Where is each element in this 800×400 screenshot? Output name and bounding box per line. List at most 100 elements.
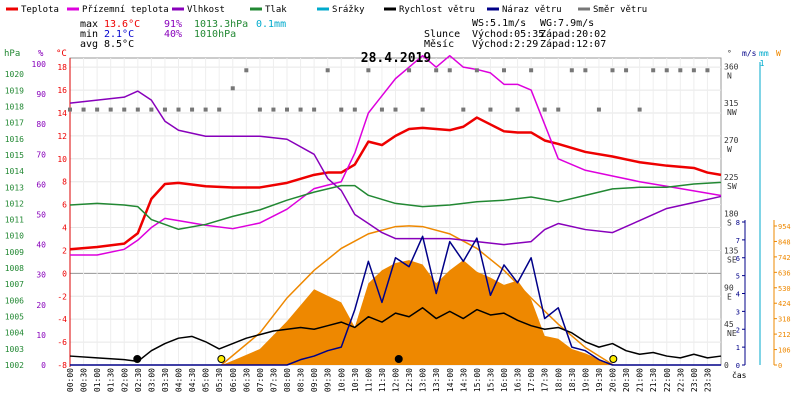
tick-label-x: 19:00 xyxy=(581,368,590,392)
tick-label-dir-compass: SW xyxy=(727,182,737,191)
tick-label-dir: 90 xyxy=(724,283,734,292)
stats-max-humidity: 91% xyxy=(164,19,182,30)
series-4 xyxy=(69,181,722,231)
series-5 xyxy=(69,307,722,363)
wind-direction-point xyxy=(366,68,371,73)
wind-direction-point xyxy=(108,107,113,112)
tick-label-w: 742 xyxy=(778,254,791,262)
tick-label-w: 106 xyxy=(778,347,791,355)
wind-direction-point xyxy=(515,107,520,112)
series-solar-theoretical xyxy=(220,225,614,366)
tick-label-x: 13:30 xyxy=(432,368,441,392)
tick-label-pct: 100 xyxy=(32,60,47,69)
wind-direction-point xyxy=(583,68,588,73)
legend-item: Přízemní teplota xyxy=(67,5,169,15)
tick-label-x: 16:00 xyxy=(500,368,509,392)
wind-direction-point xyxy=(325,68,330,73)
tick-label-hpa: 1009 xyxy=(5,248,24,257)
tick-label-dir-compass: W xyxy=(727,145,732,154)
header-stats: max 13.6°C 91% 1013.3hPa 0.1mm min 2.1°C… xyxy=(80,18,606,50)
tick-label-ms: 4 xyxy=(736,291,740,299)
tick-label-c: 0 xyxy=(62,269,67,278)
tick-label-hpa: 1002 xyxy=(5,361,24,370)
tick-label-hpa: 1011 xyxy=(5,216,24,225)
tick-label-hpa: 1010 xyxy=(5,232,24,241)
wind-direction-point xyxy=(637,107,642,112)
tick-label-dir: 45 xyxy=(724,320,734,329)
tick-label-ms: 7 xyxy=(736,237,740,245)
axis-unit-hpa: hPa xyxy=(4,49,20,59)
tick-label-pct: 20 xyxy=(36,301,46,310)
tick-label-x: 15:00 xyxy=(473,368,482,392)
wind-direction-point xyxy=(95,107,100,112)
axes: hPa% °C1020101910181017101610151014101310… xyxy=(4,49,791,392)
stats-min-pressure: 1010hPa xyxy=(194,29,236,40)
series-3 xyxy=(69,90,722,246)
tick-label-c: 18 xyxy=(57,63,67,72)
axis-unit-pct: % xyxy=(38,49,44,59)
wind-direction-point xyxy=(556,107,561,112)
tick-label-x: 18:30 xyxy=(568,368,577,392)
tick-label-w: 848 xyxy=(778,238,791,246)
tick-label-x: 21:30 xyxy=(649,368,658,392)
wind-direction-point xyxy=(502,68,506,73)
plot-series xyxy=(68,54,722,366)
tick-label-x: 23:00 xyxy=(690,368,699,392)
wind-direction-point xyxy=(271,107,276,112)
wind-direction-point xyxy=(68,107,72,112)
tick-label-ms: 3 xyxy=(736,308,740,316)
stats-max-pressure: 1013.3hPa xyxy=(194,19,248,30)
tick-label-hpa: 1018 xyxy=(5,102,24,111)
tick-label-x: 08:00 xyxy=(283,368,292,392)
tick-label-hpa: 1005 xyxy=(5,313,24,322)
legend-item: Náraz větru xyxy=(487,5,562,15)
legend-item: Srážky xyxy=(317,5,365,15)
legend-item: Teplota xyxy=(6,5,59,15)
wind-direction-point xyxy=(298,107,303,112)
chart-legend: Teplota Přízemní teplota Vlhkost Tlak Srážky… xyxy=(6,5,647,15)
series-2 xyxy=(70,54,722,256)
chart-title: 28.4.2019 xyxy=(361,51,431,66)
tick-label-x: 05:30 xyxy=(215,368,224,392)
tick-label-pct: 10 xyxy=(36,331,46,340)
tick-label-ms: 0 xyxy=(736,362,740,370)
x-axis-label: čas xyxy=(732,370,747,380)
tick-label-mm: 1 xyxy=(760,59,765,68)
legend-label: Rychlost větru xyxy=(399,5,475,15)
tick-label-w: 530 xyxy=(778,285,791,293)
legend-item: Směr větru xyxy=(578,5,647,15)
tick-label-hpa: 1012 xyxy=(5,199,24,208)
wind-direction-point xyxy=(474,68,479,73)
moon-set: Západ:12:07 xyxy=(540,38,606,50)
tick-label-dir: 270 xyxy=(724,136,739,145)
tick-label-c: 16 xyxy=(57,86,67,95)
wind-speed-info: WS:5.1m/s xyxy=(472,18,526,29)
tick-label-hpa: 1007 xyxy=(5,280,24,289)
tick-label-pct: 70 xyxy=(36,150,46,159)
tick-label-x: 23:30 xyxy=(703,368,712,392)
tick-label-hpa: 1006 xyxy=(5,296,24,305)
tick-label-hpa: 1014 xyxy=(5,167,24,176)
tick-label-pct: 90 xyxy=(36,90,46,99)
tick-label-x: 17:30 xyxy=(541,368,550,392)
tick-label-c: -2 xyxy=(57,292,67,301)
legend-label: Náraz větru xyxy=(502,5,562,15)
tick-label-ms: 5 xyxy=(736,273,740,281)
moon-label: Měsíc xyxy=(424,38,454,50)
tick-label-w: 0 xyxy=(778,362,782,370)
tick-label-hpa: 1004 xyxy=(5,329,24,338)
stats-max-temp: 13.6°C xyxy=(104,19,140,30)
wind-direction-point xyxy=(624,68,629,73)
moon-marker xyxy=(394,355,403,363)
wind-direction-point xyxy=(203,107,208,112)
tick-label-c: -8 xyxy=(57,361,67,370)
tick-label-ms: 1 xyxy=(736,344,740,352)
tick-label-x: 10:30 xyxy=(351,368,360,392)
tick-label-hpa: 1020 xyxy=(5,70,24,79)
wind-direction-point xyxy=(529,68,534,73)
wind-gust-info: WG:7.9m/s xyxy=(540,18,594,29)
legend-label: Přízemní teplota xyxy=(82,5,169,15)
tick-label-dir: 225 xyxy=(724,173,739,182)
axis-unit-dir: ° xyxy=(727,49,732,58)
